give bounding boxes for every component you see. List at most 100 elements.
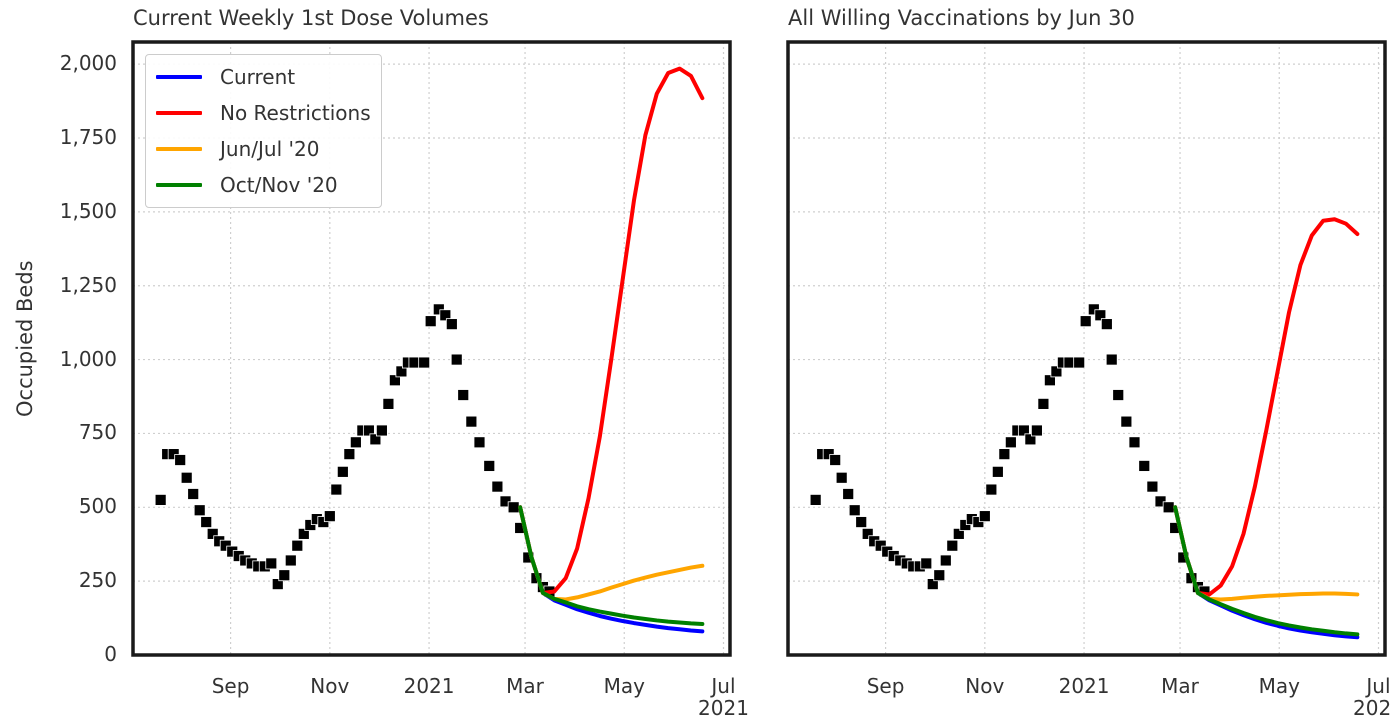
observed-marker: [291, 539, 304, 552]
observed-marker: [278, 569, 291, 582]
observed-marker: [1079, 315, 1092, 328]
observed-marker: [809, 494, 822, 506]
observed-marker: [959, 519, 972, 531]
observed-marker: [822, 448, 835, 461]
observed-marker: [491, 480, 504, 493]
observed-marker: [439, 309, 452, 322]
observed-marker: [1030, 424, 1043, 437]
observed-marker: [499, 495, 512, 508]
observed-marker: [920, 557, 933, 570]
observed-marker: [1017, 424, 1030, 437]
legend-label: Jun/Jul '20: [220, 137, 320, 161]
observed-marker: [362, 424, 375, 437]
x-tick-label: Nov: [965, 674, 1005, 698]
observed-marker: [375, 424, 388, 437]
observed-marker: [842, 488, 855, 500]
observed-marker: [1100, 318, 1113, 331]
observed-marker: [349, 436, 362, 449]
y-tick-label: 0: [104, 642, 117, 666]
observed-marker: [978, 510, 991, 523]
observed-marker: [1146, 480, 1159, 493]
observed-marker: [848, 504, 861, 517]
observed-marker: [946, 539, 959, 552]
observed-marker: [432, 303, 445, 316]
x-tick-label: Mar: [1161, 674, 1199, 698]
observed-marker: [187, 488, 200, 500]
legend-swatch: [156, 183, 202, 187]
y-tick-label: 1,000: [59, 346, 117, 371]
observed-marker: [408, 356, 421, 369]
observed-marker: [939, 554, 952, 567]
observed-marker: [1138, 460, 1151, 472]
observed-marker: [465, 415, 478, 428]
observed-marker: [1004, 436, 1017, 449]
legend: Current No Restrictions Jun/Jul '20 Oct/Nov…: [145, 54, 382, 208]
observed-marker: [991, 465, 1004, 478]
x-tick-label: Sep: [866, 674, 905, 698]
observed-marker: [1043, 374, 1056, 387]
y-tick-label: 1,250: [59, 272, 117, 297]
legend-swatch: [156, 147, 202, 151]
observed-marker: [271, 578, 284, 590]
observed-marker: [450, 353, 463, 366]
observed-marker: [835, 471, 848, 484]
series-line: [1173, 505, 1360, 637]
observed-marker: [154, 494, 167, 506]
x-tick-label: Nov: [310, 674, 350, 698]
observed-marker: [395, 365, 408, 378]
x-tick-label: Jul 2021: [698, 674, 749, 720]
observed-marker: [174, 454, 187, 466]
x-tick-label: May: [1258, 674, 1300, 698]
observed-marker: [418, 356, 431, 369]
observed-marker: [1154, 495, 1167, 508]
plot-border: [786, 40, 1387, 657]
observed-marker: [317, 516, 330, 528]
plot-area: [809, 217, 1360, 640]
chart-title: Current Weekly 1st Dose Volumes: [133, 6, 489, 30]
legend-label: No Restrictions: [220, 101, 371, 125]
observed-marker: [206, 527, 219, 540]
observed-marker: [1120, 415, 1133, 428]
observed-marker: [1050, 365, 1063, 378]
observed-marker: [193, 504, 206, 517]
legend-swatch: [156, 111, 202, 115]
y-tick-label: 250: [78, 568, 117, 593]
observed-marker: [1063, 356, 1076, 369]
x-tick-label: 2021: [1058, 674, 1110, 698]
x-tick-label: Sep: [211, 674, 250, 698]
observed-marker: [1162, 501, 1175, 514]
series-line: [518, 505, 705, 626]
observed-marker: [1037, 397, 1050, 410]
plot-area: [154, 66, 705, 634]
legend-swatch: [156, 75, 202, 79]
series-line: [1173, 217, 1360, 597]
observed-marker: [1094, 309, 1107, 322]
legend-item: Current: [156, 59, 371, 95]
observed-marker: [1105, 353, 1118, 366]
observed-marker: [972, 516, 985, 528]
legend-item: No Restrictions: [156, 95, 371, 131]
observed-marker: [507, 501, 520, 514]
observed-marker: [330, 483, 343, 496]
plot-border: [131, 40, 732, 657]
observed-marker: [424, 315, 437, 328]
observed-marker: [343, 448, 356, 461]
observed-marker: [855, 516, 868, 528]
observed-marker: [167, 448, 180, 461]
observed-marker: [388, 374, 401, 387]
series-line: [1173, 505, 1360, 640]
observed-marker: [998, 448, 1011, 461]
observed-marker: [457, 389, 470, 401]
observed-marker: [933, 569, 946, 582]
observed-marker: [985, 483, 998, 496]
legend-item: Oct/Nov '20: [156, 167, 371, 203]
observed-marker: [265, 557, 278, 570]
observed-marker: [874, 539, 887, 552]
observed-marker: [369, 433, 382, 446]
y-tick-label: 1,500: [59, 198, 117, 223]
legend-label: Oct/Nov '20: [220, 173, 338, 197]
observed-marker: [952, 527, 965, 540]
observed-marker: [1112, 389, 1125, 401]
